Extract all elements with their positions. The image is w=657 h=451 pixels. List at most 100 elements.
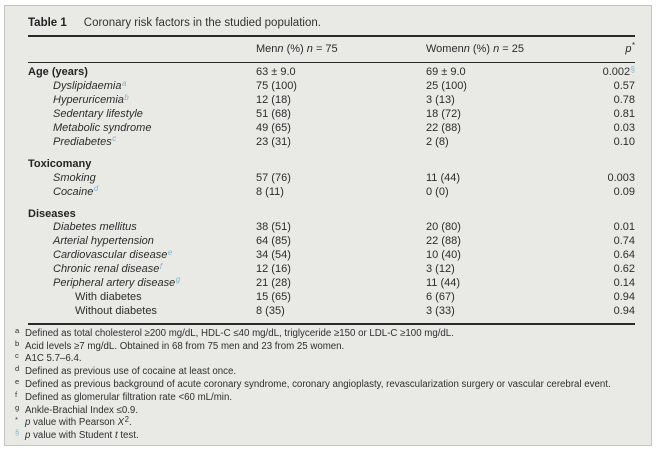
table-caption-line: Table 1 Coronary risk factors in the stud… [28,12,635,30]
footnote: § p value with Student t test. [15,428,139,442]
footnote-marker: f [15,389,18,399]
footnotes: a Defined as total cholesterol ≥200 mg/dL… [14,325,643,443]
footnote-marker: g [15,402,20,412]
cell-women: 20 (80) [426,221,461,234]
table-row: Chronic renal diseasef 12 (16) 3 (12) 0.62 [28,261,635,277]
cell-men: 63 ± 9.0 [256,66,296,79]
table-inner: Table 1 Coronary risk factors in the stud… [5,6,651,443]
row-label: Peripheral artery diseaseg [53,275,181,290]
table-row: Prediabetesc 23 (31) 2 (8) 0.10 [28,134,635,150]
cell-women: 3 (33) [426,304,455,317]
cell-women: 69 ± 9.0 [426,66,466,79]
table-caption: Coronary risk factors in the studied pop… [83,17,321,29]
cell-women: 6 (67) [426,290,455,303]
footnote-marker-ref: a [121,78,127,88]
cell-p-value: 0.09 [613,185,635,198]
footnote-marker: § [15,428,20,438]
table-row: Hyperuricemiab 12 (18) 3 (13) 0.78 [28,92,635,108]
cell-men: 8 (11) [256,185,284,198]
cell-men: 23 (31) [256,135,291,148]
cell-men: 75 (100) [256,80,297,93]
cell-women: 3 (12) [426,263,455,276]
cell-men: 38 (51) [256,221,291,234]
cell-p-value: 0.14 [613,277,635,290]
row-label: Sedentary lifestyle [53,108,143,121]
footnote-marker-ref: d [93,184,99,194]
footnote: e Defined as previous background of acute… [15,376,611,390]
cell-p-value: 0.62 [613,263,635,276]
footnote: a Defined as total cholesterol ≥200 mg/dL… [15,325,454,339]
row-label: Hyperuricemiab [53,92,129,107]
cell-p-value: 0.003 [607,171,635,184]
table-row: Sedentary lifestyle 51 (68) 18 (72) 0.81 [28,108,635,122]
table-row: Diabetes mellitus 38 (51) 20 (80) 0.01 [28,221,635,235]
row-label: Arterial hypertension [53,235,154,248]
cell-p-value: 0.10 [613,135,635,148]
cell-men [256,158,426,172]
table-label: Table 1 [28,17,67,29]
footnote-marker-ref: b [124,92,129,102]
footnote-marker: b [15,338,20,348]
cell-women: 22 (88) [426,122,461,135]
row-label: Cardiovascular diseasee [53,247,173,262]
cell-women [426,208,578,222]
footnote: c A1C 5.7–6.4. [15,351,82,365]
cell-p-value: 0.81 [613,108,635,121]
table-row: Metabolic syndrome 49 (65) 22 (88) 0.03 [28,122,635,136]
col-header-p: p* [625,41,635,55]
cell-men: 49 (65) [256,122,291,135]
section-row: Toxicomany [28,150,635,172]
section-row: Diseases [28,200,635,222]
footnote: d Defined as previous use of cocaine at l… [15,364,237,378]
col-header-women: Womenn (%) n = 25 [426,43,524,55]
row-label: Metabolic syndrome [53,122,152,135]
row-label: Toxicomany [28,157,92,170]
cell-p-value: 0.01 [613,221,635,234]
table-row: Peripheral artery diseaseg 21 (28) 11 (44)… [28,275,635,291]
cell-women: 11 (44) [426,277,461,290]
cell-men [256,208,426,222]
table-header-row: Menn (%) n = 75 Womenn (%) n = 25 p* [28,37,635,61]
cell-women: 10 (40) [426,249,461,262]
cell-p-value: 0.64 [613,249,635,262]
cell-men: 12 (18) [256,94,291,107]
row-label: With diabetes [75,290,142,303]
row-label: Cocained [53,184,99,198]
cell-p-value: 0.94 [613,304,635,317]
footnote-marker: a [15,325,20,335]
footnote-marker-ref: e [167,247,173,257]
table-row: Age (years) 63 ± 9.0 69 ± 9.0 0.002§ [28,64,635,80]
row-label: Age (years) [28,66,88,79]
cell-p-value: 0.94 [613,290,635,303]
cell-p-value: 0.78 [613,94,635,107]
table-row: Smoking 57 (76) 11 (44) 0.003 [28,172,635,186]
cell-women: 2 (8) [426,135,449,148]
cell-p-value: 0.74 [613,235,635,248]
row-label: Diseases [28,207,76,220]
row-label: Without diabetes [75,304,157,317]
table-row: Dyslipidaemiaa 75 (100) 25 (100) 0.57 [28,78,635,94]
row-label: Prediabetesc [53,134,117,148]
cell-men: 12 (16) [256,263,291,276]
rule-top [28,35,635,37]
cell-men: 51 (68) [256,108,291,121]
cell-p-value [578,208,635,222]
table-row: Arterial hypertension 64 (85) 22 (88) 0.74 [28,235,635,249]
footnote-marker: c [15,351,19,361]
footnote: f Defined as glomerular filtration rate <… [15,389,233,403]
cell-p-value [578,158,635,172]
cell-p-value: 0.03 [613,122,635,135]
cell-p-value: 0.002§ [602,64,635,79]
footnote-marker-ref: f [159,261,163,271]
cell-men: 8 (35) [256,304,285,317]
table-row: Cardiovascular diseasee 34 (54) 10 (40) 0.6… [28,247,635,263]
table-row: Cocained 8 (11) 0 (0) 0.09 [28,184,635,200]
rule-under-header [28,62,635,64]
row-label: Smoking [53,171,96,184]
cell-women: 11 (44) [426,171,461,184]
cell-women: 22 (88) [426,235,461,248]
col-header-men: Menn (%) n = 75 [256,43,338,55]
footnote-marker-ref: § [630,64,635,74]
cell-women [426,158,578,172]
table-row: Without diabetes 8 (35) 3 (33) 0.94 [28,305,635,319]
